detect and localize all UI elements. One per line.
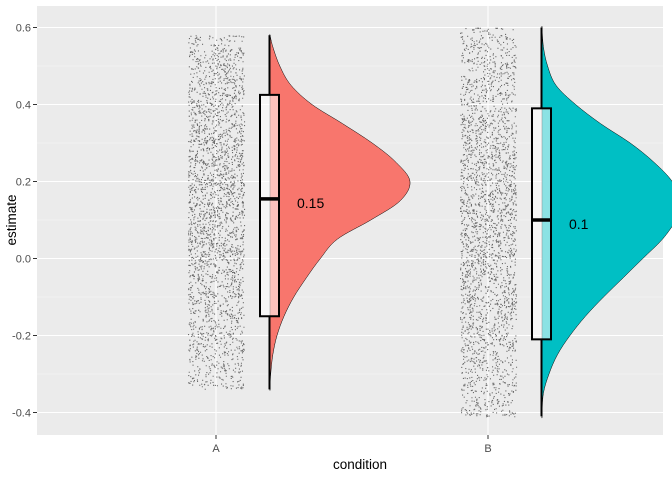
y-axis-ticks: -0.4 -0.2 0.0 0.2 0.4 0.6 <box>12 23 37 420</box>
y-tick-label: 0.4 <box>16 100 31 112</box>
density-clouds <box>269 25 672 419</box>
y-tick-label: 0.0 <box>16 254 31 266</box>
boxplots <box>259 27 552 417</box>
box-iqr-A <box>259 93 280 318</box>
jittered-points <box>188 27 518 418</box>
y-tick-label: -0.2 <box>12 331 31 343</box>
x-tick-label: B <box>484 443 491 455</box>
median-labels: 0.15 0.1 <box>297 195 589 232</box>
x-tick-label: A <box>212 443 220 455</box>
raw-data-points-A <box>188 35 246 390</box>
y-tick-label: -0.4 <box>12 408 31 420</box>
y-axis-title: estimate <box>4 194 19 245</box>
box-iqr-B <box>531 107 552 341</box>
median-label-B: 0.1 <box>569 216 589 232</box>
density-cloud-B <box>541 25 672 419</box>
median-label-A: 0.15 <box>297 195 324 211</box>
y-tick-label: 0.6 <box>16 23 31 35</box>
x-axis-title: condition <box>333 457 387 472</box>
density-cloud-A <box>269 34 411 391</box>
y-tick-label: 0.2 <box>16 177 31 189</box>
